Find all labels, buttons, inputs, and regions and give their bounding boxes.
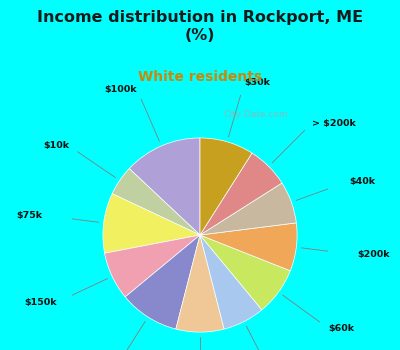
Wedge shape [200, 235, 290, 310]
Wedge shape [200, 138, 252, 235]
Wedge shape [112, 169, 200, 235]
Wedge shape [200, 153, 282, 235]
Wedge shape [129, 138, 200, 235]
Text: Income distribution in Rockport, ME
(%): Income distribution in Rockport, ME (%) [37, 10, 363, 43]
Text: > $200k: > $200k [312, 119, 356, 127]
Wedge shape [103, 194, 200, 253]
Wedge shape [200, 183, 296, 235]
Text: $200k: $200k [357, 250, 390, 259]
Wedge shape [200, 235, 262, 329]
Text: $40k: $40k [349, 177, 375, 186]
Text: $30k: $30k [244, 78, 270, 88]
Text: City-Data.com: City-Data.com [224, 111, 288, 119]
Text: $10k: $10k [43, 141, 69, 150]
Text: $150k: $150k [24, 298, 57, 307]
Text: $60k: $60k [328, 324, 354, 332]
Wedge shape [176, 235, 224, 332]
Wedge shape [105, 235, 200, 297]
Text: $75k: $75k [17, 211, 43, 220]
Wedge shape [125, 235, 200, 329]
Text: $100k: $100k [104, 85, 137, 94]
Wedge shape [200, 223, 297, 271]
Text: White residents: White residents [138, 70, 262, 84]
